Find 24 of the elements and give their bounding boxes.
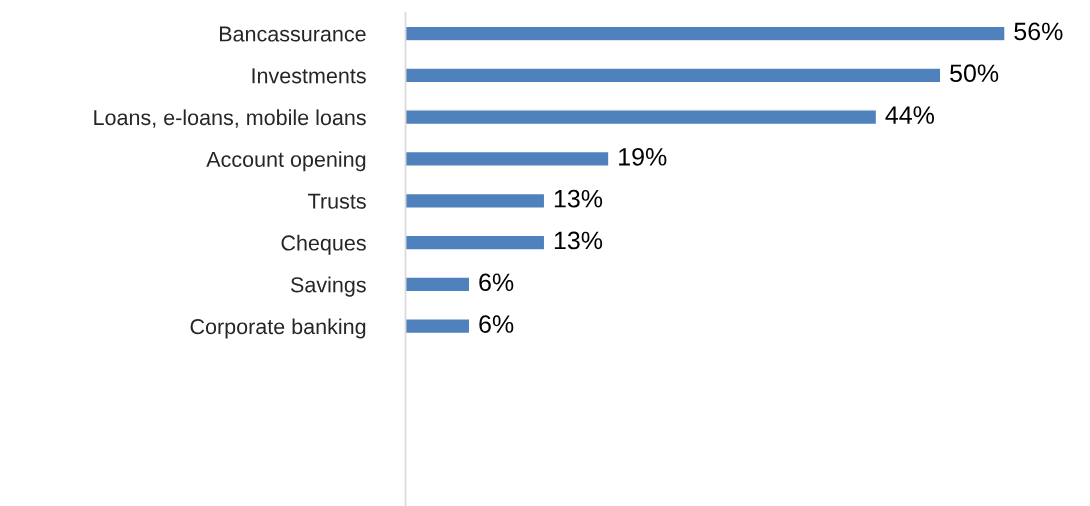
y-tick-label: Bancassurance — [219, 26, 366, 42]
y-tick-label: Investments — [252, 68, 366, 84]
data-label: 13% — [554, 231, 603, 250]
bar — [405, 67, 942, 84]
bar — [405, 25, 1005, 42]
y-tick-label: Corporate banking — [190, 318, 366, 339]
data-label: 6% — [479, 273, 514, 292]
y-tick-label: Cheques — [281, 234, 366, 255]
data-label: 19% — [619, 147, 667, 166]
data-label: 50% — [950, 64, 999, 83]
bar — [405, 192, 546, 209]
bar — [405, 276, 471, 293]
bar — [405, 318, 471, 335]
y-tick-label: Loans, e-loans, mobile loans — [94, 109, 366, 128]
data-label: 13% — [554, 189, 603, 208]
bar — [405, 109, 878, 126]
data-label: 44% — [885, 106, 934, 124]
y-tick-label: Account opening — [206, 151, 366, 172]
data-label: 56% — [1014, 22, 1063, 41]
y-tick-label: Trusts — [308, 193, 366, 209]
bar — [405, 234, 546, 251]
bar — [405, 150, 610, 167]
y-tick-label: Savings — [290, 276, 366, 297]
data-label: 6% — [479, 315, 514, 333]
